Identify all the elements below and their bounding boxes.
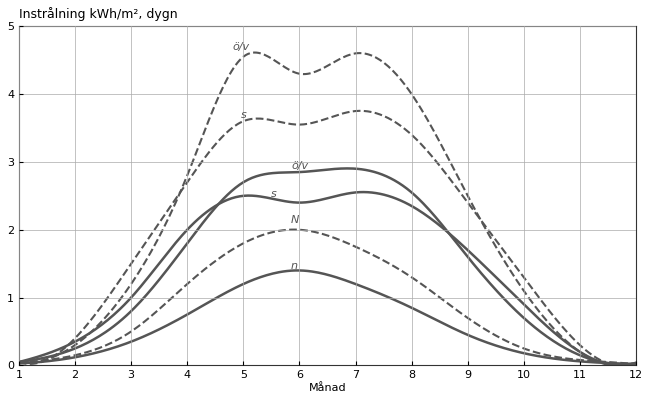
Text: ö/v: ö/v [291, 161, 308, 171]
Text: Instrålning kWh/m², dygn: Instrålning kWh/m², dygn [19, 7, 177, 21]
X-axis label: Månad: Månad [309, 383, 346, 393]
Text: N: N [291, 215, 300, 225]
Text: ö/v: ö/v [232, 42, 249, 52]
Text: s: s [240, 110, 246, 120]
Text: s: s [271, 189, 277, 199]
Text: n: n [291, 261, 298, 271]
